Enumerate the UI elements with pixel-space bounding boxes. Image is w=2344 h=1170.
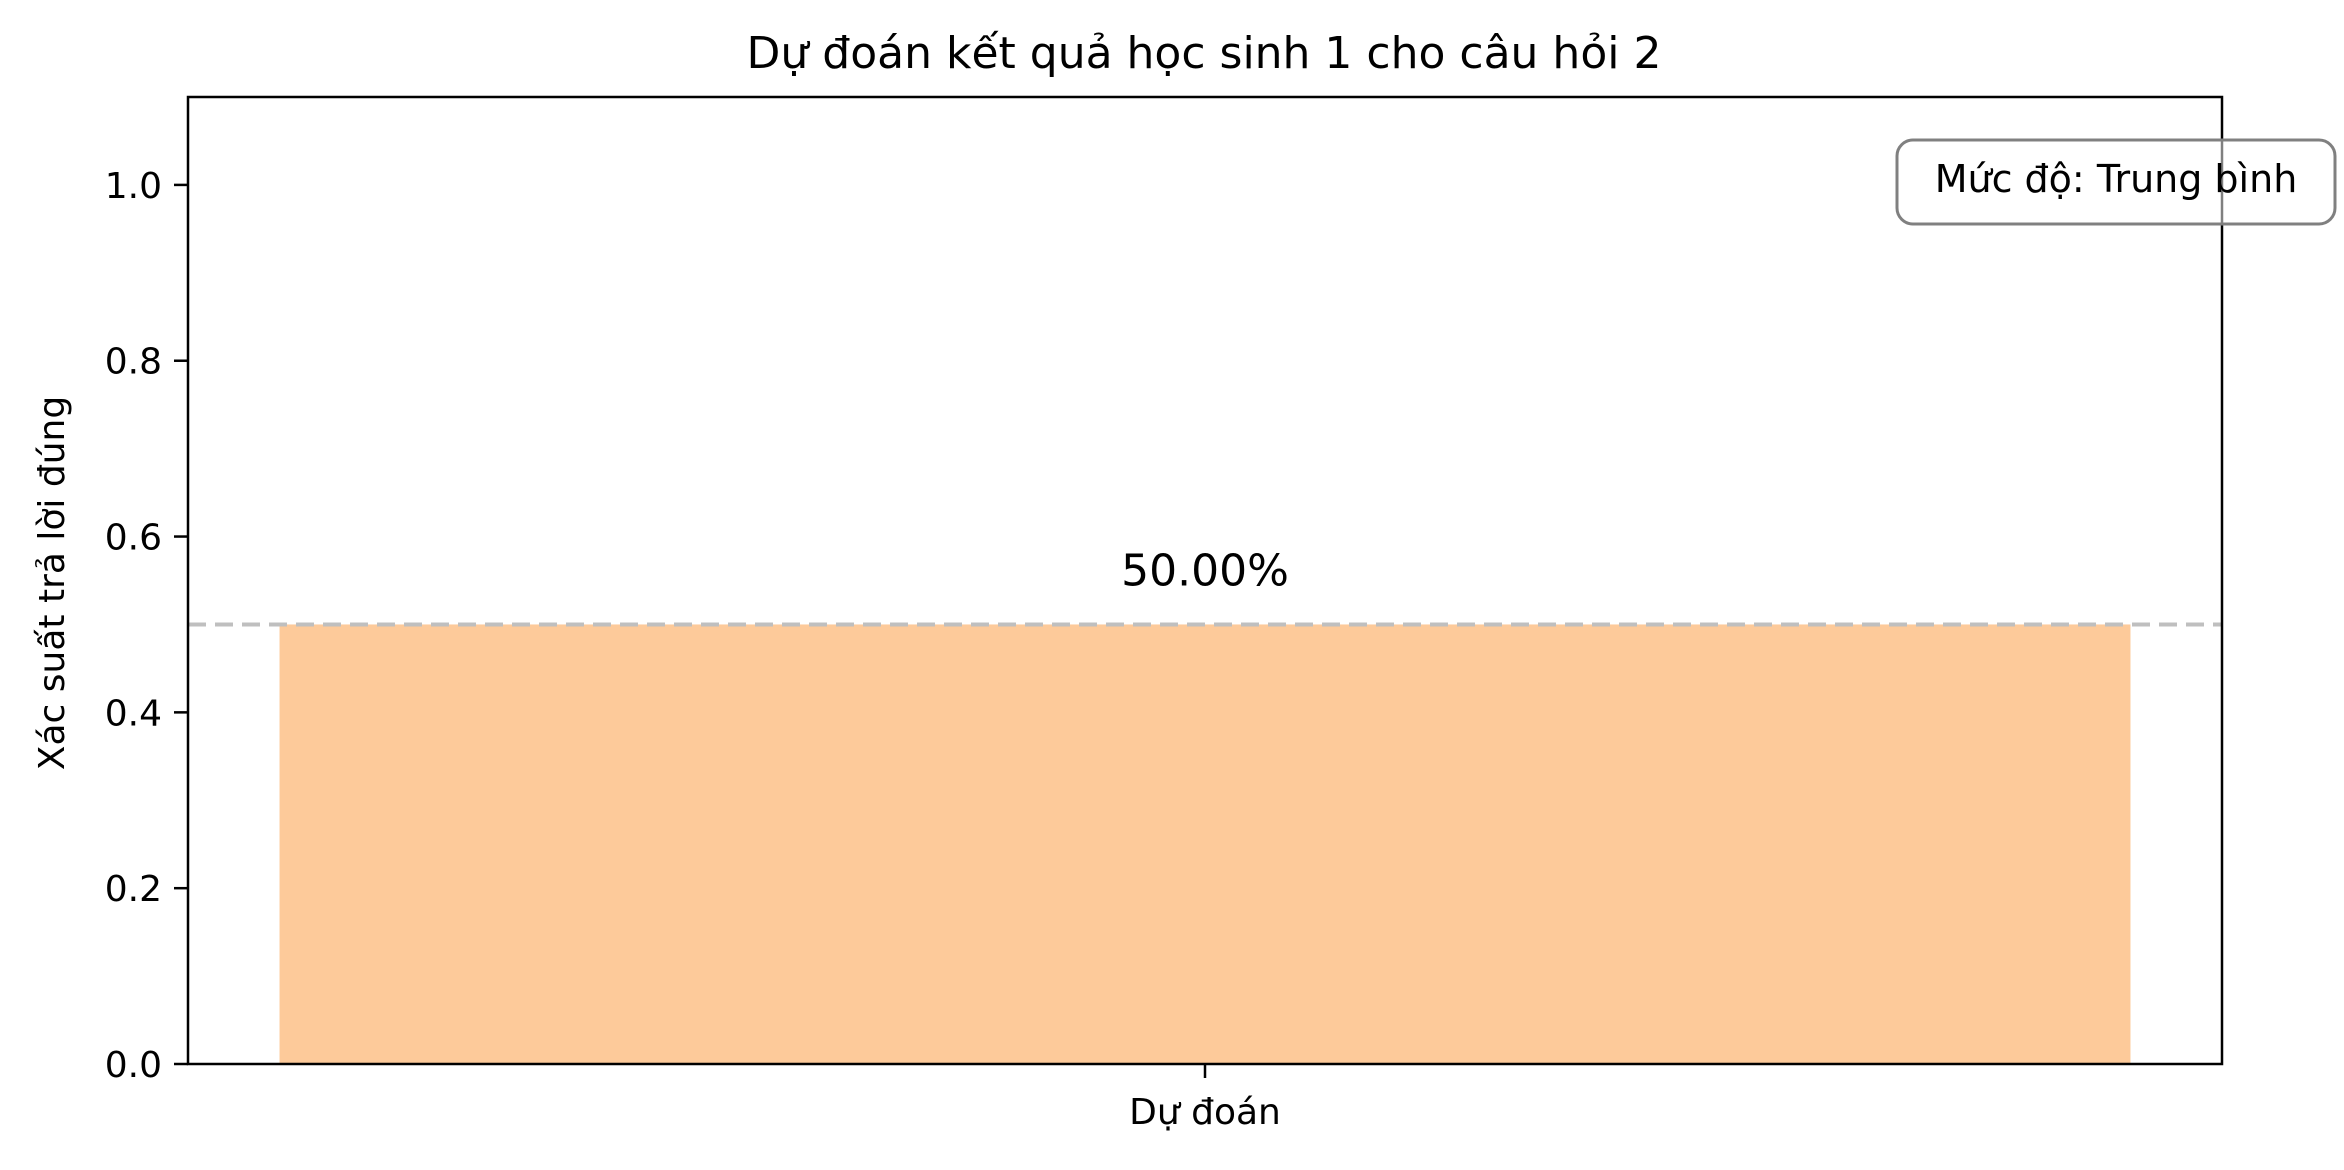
bars-layer — [279, 624, 2131, 1064]
y-tick-label: 1.0 — [105, 166, 162, 207]
annotation-box — [1895, 138, 2337, 226]
x-tick-label: Dự đoán — [1129, 1092, 1281, 1133]
difficulty-annotation: Mức độ: Trung bình — [1895, 138, 2337, 226]
y-axis-label: Xác suất trả lời đúng — [32, 396, 73, 770]
plot-frame — [186, 95, 2224, 1066]
y-tick-label: 0.6 — [105, 518, 162, 559]
annotation-text: Mức độ: Trung bình — [1935, 157, 2298, 201]
y-ticks-layer: 0.0 0.2 0.4 0.6 0.8 1.0 — [105, 166, 188, 1086]
x-ticks-layer: Dự đoán — [1129, 1064, 1281, 1133]
bar-labels-layer: 50.00% — [1121, 546, 1289, 597]
y-tick-label: 0.8 — [105, 342, 162, 383]
bar — [279, 624, 2131, 1064]
y-tick-label: 0.2 — [105, 869, 162, 910]
y-tick-label: 0.0 — [105, 1045, 162, 1086]
chart-title: Dự đoán kết quả học sinh 1 cho câu hỏi 2 — [747, 28, 1662, 79]
bar-value-label: 50.00% — [1121, 546, 1289, 597]
y-tick-label: 0.4 — [105, 693, 162, 734]
